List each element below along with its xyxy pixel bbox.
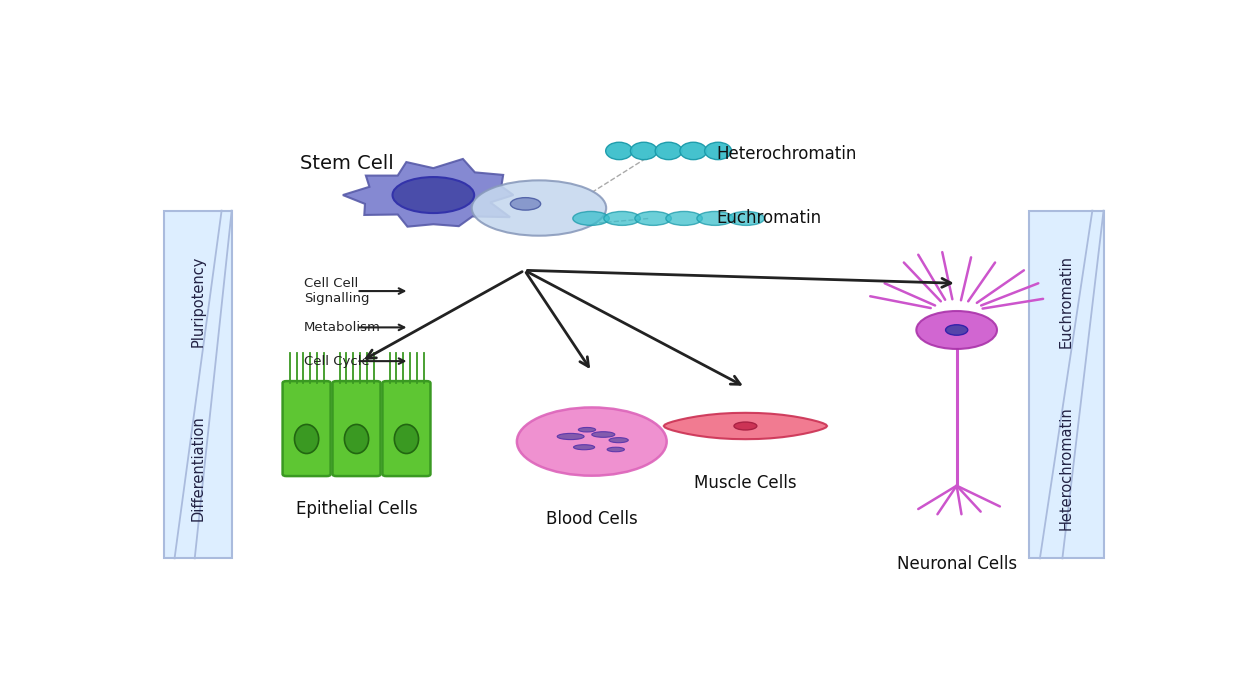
Text: Heterochromatin: Heterochromatin bbox=[1058, 406, 1074, 530]
FancyBboxPatch shape bbox=[282, 381, 331, 476]
Ellipse shape bbox=[705, 142, 731, 160]
Ellipse shape bbox=[606, 142, 633, 160]
Ellipse shape bbox=[727, 212, 764, 225]
Ellipse shape bbox=[344, 425, 369, 454]
Text: Euchromatin: Euchromatin bbox=[1058, 255, 1074, 348]
Text: Pluripotency: Pluripotency bbox=[191, 255, 206, 346]
Ellipse shape bbox=[680, 142, 706, 160]
Text: Stem Cell: Stem Cell bbox=[300, 154, 394, 173]
Ellipse shape bbox=[733, 422, 757, 430]
Ellipse shape bbox=[917, 311, 997, 349]
Ellipse shape bbox=[572, 212, 610, 225]
Text: Differentiation: Differentiation bbox=[191, 415, 206, 521]
Bar bbox=[1028, 210, 1104, 558]
Text: Cell Cycle: Cell Cycle bbox=[304, 355, 369, 367]
Ellipse shape bbox=[631, 142, 658, 160]
Ellipse shape bbox=[393, 177, 475, 213]
FancyBboxPatch shape bbox=[383, 381, 430, 476]
Ellipse shape bbox=[607, 448, 624, 452]
Ellipse shape bbox=[394, 425, 419, 454]
Ellipse shape bbox=[579, 427, 596, 432]
Polygon shape bbox=[664, 412, 828, 439]
Ellipse shape bbox=[510, 197, 540, 210]
Ellipse shape bbox=[945, 325, 968, 335]
Ellipse shape bbox=[472, 181, 606, 236]
Bar bbox=[165, 210, 232, 558]
FancyBboxPatch shape bbox=[332, 381, 380, 476]
Ellipse shape bbox=[592, 431, 615, 437]
Ellipse shape bbox=[603, 212, 641, 225]
Ellipse shape bbox=[696, 212, 733, 225]
Ellipse shape bbox=[517, 408, 667, 476]
Text: Heterochromatin: Heterochromatin bbox=[716, 144, 857, 162]
Text: Blood Cells: Blood Cells bbox=[546, 510, 638, 528]
Polygon shape bbox=[343, 159, 513, 226]
Text: Cell Cell
Signalling: Cell Cell Signalling bbox=[304, 277, 369, 305]
Ellipse shape bbox=[295, 425, 318, 454]
Text: Epithelial Cells: Epithelial Cells bbox=[296, 500, 418, 518]
Ellipse shape bbox=[558, 433, 584, 439]
Ellipse shape bbox=[665, 212, 703, 225]
Text: Neuronal Cells: Neuronal Cells bbox=[897, 555, 1017, 572]
Text: Metabolism: Metabolism bbox=[304, 321, 380, 334]
Text: Muscle Cells: Muscle Cells bbox=[694, 474, 797, 492]
Text: Euchromatin: Euchromatin bbox=[716, 210, 821, 227]
Ellipse shape bbox=[655, 142, 681, 160]
Ellipse shape bbox=[574, 445, 595, 450]
Ellipse shape bbox=[610, 437, 628, 443]
Ellipse shape bbox=[634, 212, 672, 225]
